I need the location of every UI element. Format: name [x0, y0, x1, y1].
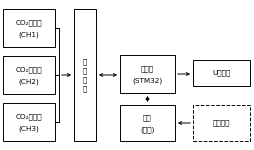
Bar: [192, 60, 249, 86]
Text: 按键功能: 按键功能: [212, 120, 229, 126]
Bar: [3, 103, 55, 141]
Bar: [192, 105, 249, 141]
Text: 电: 电: [83, 76, 87, 83]
Text: 单片机: 单片机: [140, 65, 153, 72]
Text: 乘: 乘: [83, 58, 87, 65]
Text: (CH1): (CH1): [19, 32, 39, 38]
Bar: [3, 9, 55, 47]
Text: U盘存储: U盘存储: [212, 70, 230, 76]
Text: CO₂传感器: CO₂传感器: [16, 113, 42, 120]
Bar: [120, 105, 174, 141]
Text: (CH2): (CH2): [19, 79, 39, 85]
Text: (STM32): (STM32): [132, 78, 162, 84]
Bar: [120, 55, 174, 93]
Text: CO₂传感器: CO₂传感器: [16, 19, 42, 26]
Text: (显屏): (显屏): [140, 126, 154, 133]
Text: CO₂传感器: CO₂传感器: [16, 66, 42, 73]
Text: 液晶: 液晶: [142, 114, 151, 121]
Text: 路: 路: [83, 85, 87, 92]
Bar: [3, 56, 55, 94]
Text: 法: 法: [83, 67, 87, 74]
Bar: [74, 9, 96, 141]
Text: (CH3): (CH3): [19, 126, 39, 132]
